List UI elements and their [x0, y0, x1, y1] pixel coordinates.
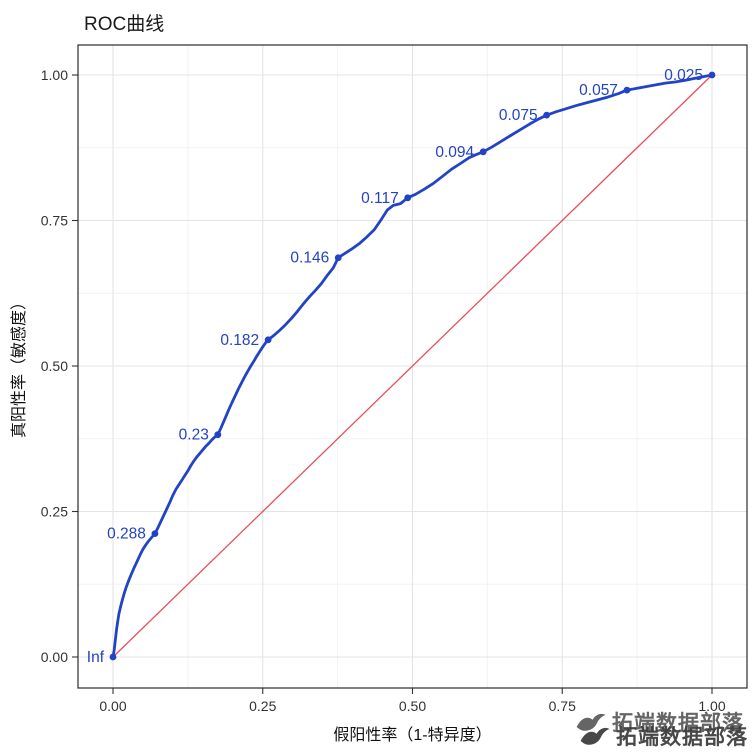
threshold-point — [214, 431, 222, 439]
threshold-point — [543, 111, 551, 119]
y-tick-label: 0.50 — [41, 358, 68, 374]
y-tick-label: 1.00 — [41, 67, 68, 83]
watermark: 拓端数据部落 拓端数据部落 — [576, 711, 748, 749]
threshold-label: 0.075 — [499, 107, 538, 124]
watermark-bird-icon — [580, 727, 610, 745]
x-tick-label: 0.25 — [249, 698, 276, 714]
y-axis-title: 真阳性率（敏感度） — [10, 294, 28, 438]
threshold-label: 0.288 — [107, 526, 146, 543]
y-tick-label: 0.00 — [41, 649, 68, 665]
threshold-label: 0.057 — [579, 82, 618, 99]
threshold-point — [151, 530, 159, 538]
threshold-point — [623, 86, 631, 94]
y-tick-label: 0.75 — [41, 213, 68, 229]
watermark-bird-shape — [576, 713, 606, 731]
threshold-label: 0.025 — [664, 67, 703, 84]
reference-diagonal-line — [112, 74, 713, 658]
threshold-point — [109, 653, 117, 661]
x-tick-label: 0.00 — [99, 698, 126, 714]
x-tick-label: 1.00 — [698, 698, 725, 714]
threshold-point — [479, 148, 487, 156]
threshold-label: 0.146 — [290, 250, 329, 267]
watermark-text: 拓端数据部落 — [616, 725, 748, 749]
threshold-point — [404, 194, 412, 202]
watermark-text: 拓端数据部落 — [612, 711, 744, 735]
watermark-bird-shape — [580, 727, 610, 745]
threshold-point — [334, 254, 342, 262]
x-tick-label: 0.75 — [549, 698, 576, 714]
y-tick-label: 0.25 — [41, 504, 68, 520]
threshold-label: 0.117 — [361, 190, 399, 207]
x-tick-label: 0.50 — [399, 698, 426, 714]
threshold-label: 0.182 — [220, 332, 259, 349]
chart-title: ROC曲线 — [84, 14, 165, 35]
threshold-label: 0.23 — [179, 427, 209, 444]
threshold-point — [264, 336, 272, 344]
watermark-bird-icon — [576, 713, 606, 731]
watermark-row-back: 拓端数据部落 — [575, 711, 744, 735]
threshold-point — [708, 71, 716, 79]
x-axis-title: 假阳性率（1-特异度） — [333, 726, 491, 744]
threshold-label: Inf — [87, 649, 105, 666]
threshold-label: 0.094 — [435, 144, 474, 161]
watermark-row-front: 拓端数据部落 — [579, 725, 748, 749]
